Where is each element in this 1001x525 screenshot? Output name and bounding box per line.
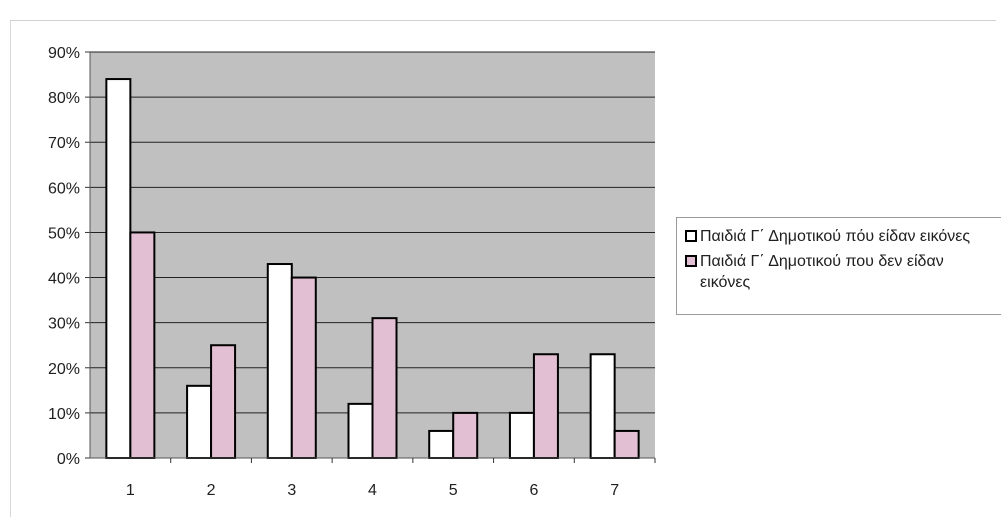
legend-swatch-series-1 bbox=[685, 230, 697, 242]
tick-labels: 0% 10% 20% 30% 40% 50% 60% 70% 80% 90% 1 2 3 4 5 6 7 bbox=[48, 45, 619, 499]
x-tick-label: 1 bbox=[126, 482, 135, 499]
bar-series-2-cat-5 bbox=[452, 411, 479, 459]
legend-entry-series-2: Παιδιά Γ΄ Δημοτικού που δεν είδαν εικόνε… bbox=[685, 251, 997, 293]
bar-series-2-cat-6 bbox=[532, 353, 559, 459]
y-tick-label: 30% bbox=[48, 316, 80, 333]
bar-series-2-cat-2 bbox=[210, 344, 237, 460]
x-tick-label: 7 bbox=[610, 482, 619, 499]
legend-swatch-series-2 bbox=[685, 255, 697, 267]
bars bbox=[105, 78, 640, 460]
bar-series-1-cat-6 bbox=[508, 411, 535, 459]
y-tick-label: 50% bbox=[48, 225, 80, 242]
bar-series-1-cat-1 bbox=[105, 78, 132, 459]
bar-series-1-cat-7 bbox=[589, 353, 616, 459]
axes bbox=[85, 51, 656, 463]
bar-series-1-cat-5 bbox=[428, 429, 455, 459]
x-tick-label: 4 bbox=[368, 482, 377, 499]
bar-series-2-cat-7 bbox=[613, 429, 640, 459]
legend: Παιδιά Γ΄ Δημοτικού πόυ είδαν εικόνες Πα… bbox=[676, 217, 1001, 315]
bar-series-1-cat-3 bbox=[266, 263, 293, 459]
bar-series-1-cat-2 bbox=[186, 384, 213, 460]
legend-label-series-2: Παιδιά Γ΄ Δημοτικού που δεν είδαν εικόνε… bbox=[700, 253, 944, 291]
y-tick-label: 90% bbox=[48, 45, 80, 62]
legend-label-series-1: Παιδιά Γ΄ Δημοτικού πόυ είδαν εικόνες bbox=[700, 228, 971, 245]
x-tick-label: 5 bbox=[449, 482, 458, 499]
gridlines bbox=[90, 51, 655, 414]
bar-series-2-cat-4 bbox=[371, 317, 398, 459]
y-tick-label: 20% bbox=[48, 361, 80, 378]
y-tick-label: 0% bbox=[57, 451, 80, 468]
y-tick-label: 70% bbox=[48, 135, 80, 152]
y-tick-label: 80% bbox=[48, 90, 80, 107]
y-tick-label: 40% bbox=[48, 271, 80, 288]
bar-series-1-cat-4 bbox=[347, 402, 374, 460]
bar-series-2-cat-1 bbox=[129, 231, 156, 459]
bar-series-2-cat-3 bbox=[290, 276, 317, 459]
x-tick-label: 2 bbox=[207, 482, 216, 499]
legend-entry-series-1: Παιδιά Γ΄ Δημοτικού πόυ είδαν εικόνες bbox=[685, 226, 997, 247]
y-tick-label: 10% bbox=[48, 406, 80, 423]
x-tick-label: 3 bbox=[287, 482, 296, 499]
y-tick-label: 60% bbox=[48, 180, 80, 197]
x-tick-label: 6 bbox=[529, 482, 538, 499]
